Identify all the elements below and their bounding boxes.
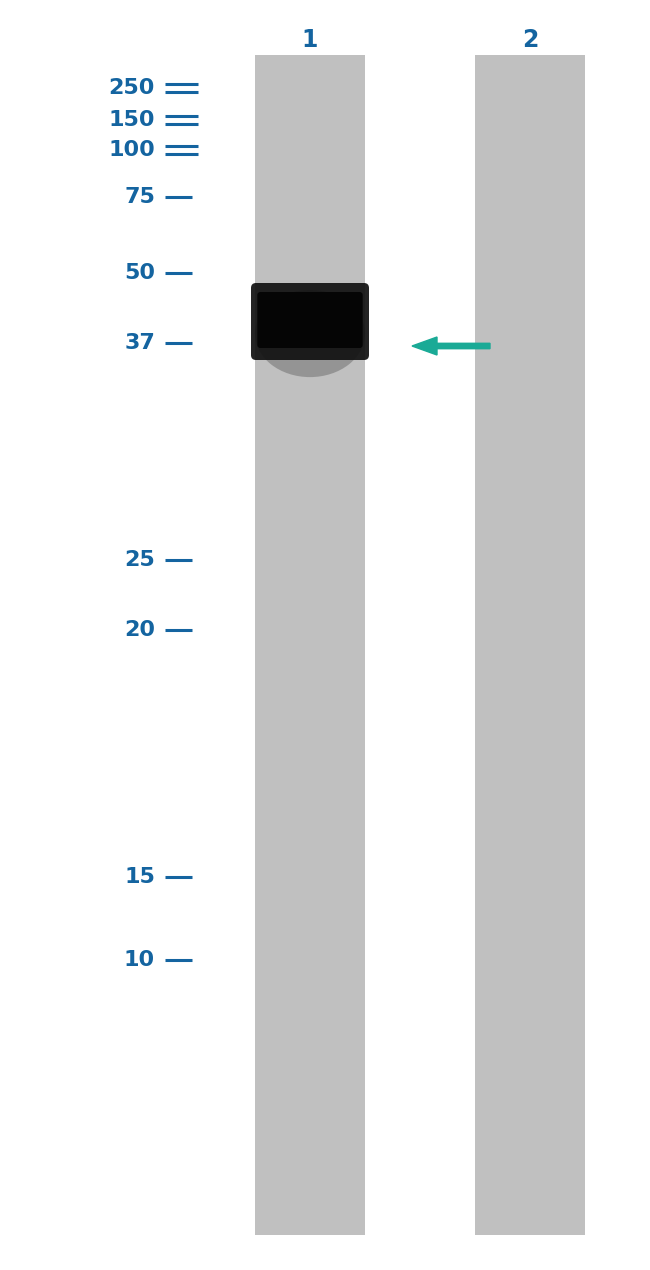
FancyArrow shape bbox=[412, 337, 490, 356]
Text: 1: 1 bbox=[302, 28, 318, 52]
Text: 75: 75 bbox=[124, 187, 155, 207]
Text: 10: 10 bbox=[124, 950, 155, 970]
Bar bbox=[255, 55, 365, 1234]
FancyBboxPatch shape bbox=[257, 292, 363, 348]
Text: 37: 37 bbox=[124, 333, 155, 353]
Text: 25: 25 bbox=[124, 550, 155, 570]
Text: 100: 100 bbox=[109, 140, 155, 160]
Text: 250: 250 bbox=[109, 77, 155, 98]
Text: 15: 15 bbox=[124, 867, 155, 886]
Text: 20: 20 bbox=[124, 620, 155, 640]
Ellipse shape bbox=[255, 290, 365, 377]
FancyBboxPatch shape bbox=[251, 283, 369, 359]
Text: 2: 2 bbox=[522, 28, 538, 52]
Text: 150: 150 bbox=[109, 110, 155, 130]
Bar bbox=[475, 55, 585, 1234]
Text: 50: 50 bbox=[124, 263, 155, 283]
